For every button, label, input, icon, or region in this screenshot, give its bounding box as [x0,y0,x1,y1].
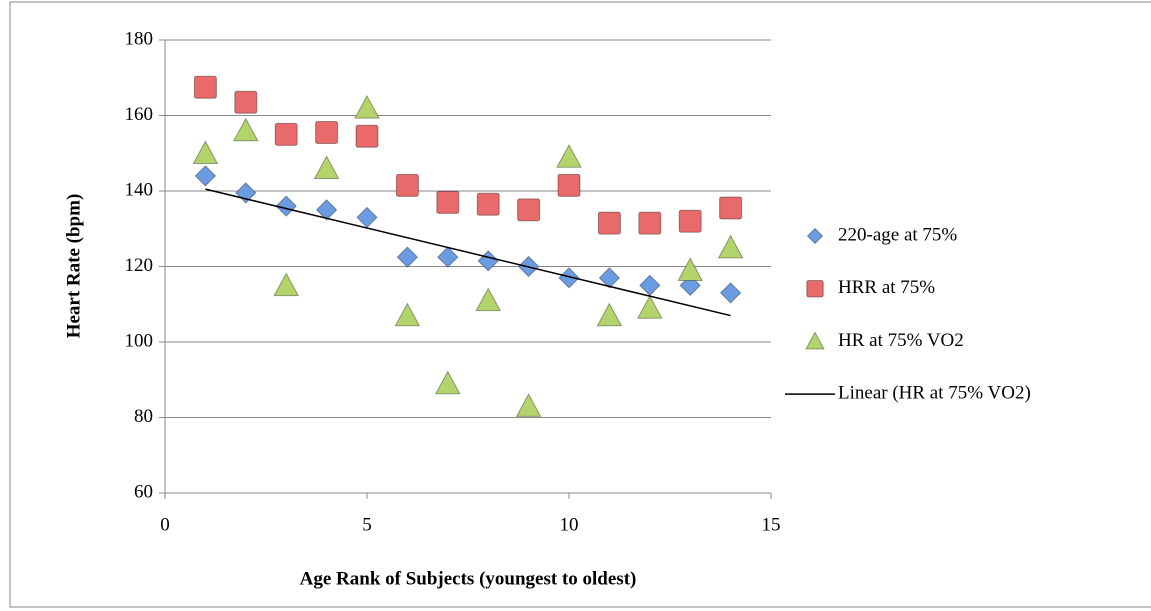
legend-label: Linear (HR at 75% VO2) [838,382,1031,403]
y-axis-label: Heart Rate (bpm) [63,194,84,339]
triangle-marker [596,302,623,327]
y-tick-label: 140 [125,179,154,200]
legend-label: 220-age at 75% [838,224,957,245]
diamond-marker [275,195,297,217]
diamond-marker [396,246,419,268]
square-marker [193,75,217,99]
trend-line [205,188,731,317]
square-marker [597,211,621,235]
triangle-marker [232,117,259,142]
square-marker [638,211,662,235]
diamond-marker [356,206,378,229]
y-tick-label: 180 [125,28,154,49]
triangle-marker [192,140,219,164]
diamond-marker [806,227,824,245]
triangle-marker [354,94,380,119]
square-marker [395,173,419,197]
triangle-marker [515,393,542,417]
y-tick-label: 100 [125,330,154,351]
triangle-marker [394,302,421,327]
y-tick-label: 120 [125,255,154,276]
square-marker [234,90,258,114]
y-tick-label: 60 [134,481,153,502]
diamond-marker [315,199,338,221]
diamond-marker [598,267,621,289]
y-tick-label: 160 [125,104,154,125]
square-marker [557,173,581,197]
triangle-marker [677,257,704,281]
diamond-marker [639,274,661,297]
diamond-marker [437,246,459,268]
square-marker [476,192,500,216]
triangle-marker [717,234,744,259]
square-marker [678,209,702,233]
x-tick-label: 0 [160,514,170,535]
triangle-marker [556,143,582,168]
triangle-marker [636,294,663,319]
square-marker [274,122,298,146]
square-marker [719,196,743,220]
x-tick-label: 10 [560,514,579,535]
diamond-marker [477,250,499,272]
square-marker [436,190,460,214]
legend-label: HRR at 75% [838,277,935,298]
triangle-marker [273,272,300,297]
triangle-marker [313,155,340,180]
square-marker [315,120,339,144]
square-marker [355,124,379,148]
x-tick-label: 15 [762,514,781,535]
square-marker [517,198,541,222]
square-marker [806,279,824,298]
triangle-marker [434,370,461,395]
x-tick-label: 5 [362,514,372,535]
chart-frame [9,1,1151,608]
triangle-marker [805,331,825,350]
x-axis-label: Age Rank of Subjects (youngest to oldest… [300,568,637,589]
diamond-marker [194,165,217,187]
triangle-marker [475,287,502,312]
diamond-marker [719,282,742,304]
legend-label: HR at 75% VO2 [838,330,964,351]
y-tick-label: 80 [134,406,153,427]
